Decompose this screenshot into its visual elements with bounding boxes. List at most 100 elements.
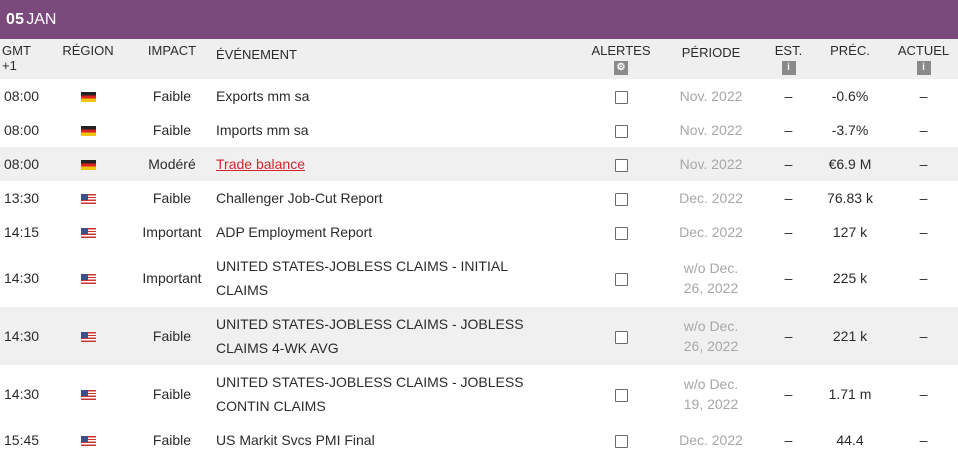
prec-value: 221 k bbox=[832, 328, 868, 344]
period-line: Dec. 2022 bbox=[679, 224, 743, 240]
actual-value: – bbox=[919, 270, 928, 286]
table-row[interactable]: 13:30 Faible Challenger Job-Cut Report D… bbox=[0, 181, 958, 215]
period-line: Nov. 2022 bbox=[679, 156, 743, 172]
header-period[interactable]: PÉRIODE bbox=[681, 45, 741, 60]
actual-value: – bbox=[919, 190, 928, 206]
event-time: 08:00 bbox=[4, 156, 40, 172]
event-name: Challenger Job-Cut Report bbox=[216, 186, 586, 210]
alert-checkbox[interactable] bbox=[614, 388, 628, 402]
info-icon[interactable]: i bbox=[781, 61, 796, 75]
impact-label: Important bbox=[142, 224, 202, 240]
usa-flag-icon bbox=[80, 332, 96, 343]
region-cell bbox=[48, 432, 128, 448]
header-est-label: EST. bbox=[774, 43, 803, 58]
event-name-line: Challenger Job-Cut Report bbox=[216, 190, 383, 206]
alert-cell bbox=[586, 270, 656, 286]
event-name: UNITED STATES-JOBLESS CLAIMS - INITIAL C… bbox=[216, 254, 586, 302]
alert-checkbox[interactable] bbox=[614, 226, 628, 240]
usa-flag-icon bbox=[80, 194, 96, 205]
header-region[interactable]: RÉGION bbox=[62, 43, 114, 58]
prec-value: -3.7% bbox=[831, 122, 869, 138]
event-name-line: CLAIMS bbox=[216, 282, 269, 298]
period-cell: w/o Dec. 26, 2022 bbox=[656, 258, 766, 298]
alert-checkbox[interactable] bbox=[614, 158, 628, 172]
impact-label: Modéré bbox=[148, 156, 196, 172]
event-time: 13:30 bbox=[4, 190, 40, 206]
impact-label: Faible bbox=[152, 190, 192, 206]
prec-value: 1.71 m bbox=[828, 386, 872, 402]
header-impact[interactable]: IMPACT bbox=[147, 43, 197, 58]
table-row[interactable]: 08:00 Faible Imports mm sa Nov. 2022 – -… bbox=[0, 113, 958, 147]
impact-label: Faible bbox=[152, 122, 192, 138]
est-value: – bbox=[784, 190, 793, 206]
settings-icon[interactable]: ⚙ bbox=[614, 61, 628, 75]
prec-value: 127 k bbox=[832, 224, 868, 240]
impact-label: Faible bbox=[152, 328, 192, 344]
event-link[interactable]: Trade balance bbox=[216, 156, 305, 172]
est-value: – bbox=[784, 88, 793, 104]
event-name-line: CLAIMS 4-WK AVG bbox=[216, 340, 339, 356]
event-name-line: UNITED STATES-JOBLESS CLAIMS - INITIAL bbox=[216, 258, 508, 274]
actual-value: – bbox=[919, 386, 928, 402]
alert-checkbox[interactable] bbox=[614, 90, 628, 104]
event-name-line: Exports mm sa bbox=[216, 88, 310, 104]
alert-cell bbox=[586, 328, 656, 344]
alert-cell bbox=[586, 190, 656, 206]
info-icon[interactable]: i bbox=[916, 61, 931, 75]
est-value: – bbox=[784, 156, 793, 172]
table-row[interactable]: 14:30 Faible UNITED STATES-JOBLESS CLAIM… bbox=[0, 365, 958, 423]
alert-checkbox[interactable] bbox=[614, 192, 628, 206]
period-line: Dec. 2022 bbox=[679, 190, 743, 206]
table-row[interactable]: 15:45 Faible US Markit Svcs PMI Final De… bbox=[0, 423, 958, 457]
period-line: 26, 2022 bbox=[683, 280, 739, 296]
actual-value: – bbox=[919, 88, 928, 104]
header-time[interactable]: GMT +1 bbox=[2, 43, 31, 73]
table-row[interactable]: 08:00 Faible Exports mm sa Nov. 2022 – -… bbox=[0, 79, 958, 113]
period-line: Dec. 2022 bbox=[679, 432, 743, 448]
table-row[interactable]: 08:00 Modéré Trade balance Nov. 2022 – €… bbox=[0, 147, 958, 181]
header-alerts-label: ALERTES bbox=[591, 43, 651, 58]
event-name: UNITED STATES-JOBLESS CLAIMS - JOBLESS C… bbox=[216, 370, 586, 418]
region-cell bbox=[48, 270, 128, 286]
header-est: EST. i bbox=[766, 39, 811, 79]
region-cell bbox=[48, 190, 128, 206]
est-value: – bbox=[784, 328, 793, 344]
alert-checkbox[interactable] bbox=[614, 434, 628, 448]
header-event[interactable]: ÉVÉNEMENT bbox=[216, 47, 297, 62]
alert-checkbox[interactable] bbox=[614, 272, 628, 286]
alert-cell bbox=[586, 88, 656, 104]
region-cell bbox=[48, 328, 128, 344]
prec-value: 76.83 k bbox=[827, 190, 873, 206]
table-row[interactable]: 14:30 Faible UNITED STATES-JOBLESS CLAIM… bbox=[0, 307, 958, 365]
table-row[interactable]: 14:15 Important ADP Employment Report De… bbox=[0, 215, 958, 249]
table-header: GMT +1 RÉGION IMPACT ÉVÉNEMENT ALERTES ⚙… bbox=[0, 39, 958, 79]
period-line: Nov. 2022 bbox=[679, 122, 743, 138]
event-time: 14:30 bbox=[4, 386, 40, 402]
actual-value: – bbox=[919, 432, 928, 448]
event-name: ADP Employment Report bbox=[216, 220, 586, 244]
event-name: Trade balance bbox=[216, 152, 586, 176]
period-cell: Dec. 2022 bbox=[656, 222, 766, 242]
period-cell: Nov. 2022 bbox=[656, 120, 766, 140]
date-day: 05 bbox=[6, 10, 25, 28]
table-row[interactable]: 14:30 Important UNITED STATES-JOBLESS CL… bbox=[0, 249, 958, 307]
region-cell bbox=[48, 156, 128, 172]
header-actual: ACTUEL i bbox=[889, 39, 958, 79]
actual-value: – bbox=[919, 156, 928, 172]
alert-cell bbox=[586, 122, 656, 138]
actual-value: – bbox=[919, 224, 928, 240]
date-month: JAN bbox=[26, 10, 57, 28]
alert-checkbox[interactable] bbox=[614, 124, 628, 138]
region-cell bbox=[48, 88, 128, 104]
period-cell: Dec. 2022 bbox=[656, 430, 766, 450]
event-name: UNITED STATES-JOBLESS CLAIMS - JOBLESS C… bbox=[216, 312, 586, 360]
period-line: 19, 2022 bbox=[683, 396, 739, 412]
region-cell bbox=[48, 224, 128, 240]
event-time: 08:00 bbox=[4, 88, 40, 104]
alert-checkbox[interactable] bbox=[614, 330, 628, 344]
est-value: – bbox=[784, 122, 793, 138]
prec-value: 44.4 bbox=[836, 432, 864, 448]
event-time: 15:45 bbox=[4, 432, 40, 448]
actual-value: – bbox=[919, 122, 928, 138]
alert-cell bbox=[586, 156, 656, 172]
